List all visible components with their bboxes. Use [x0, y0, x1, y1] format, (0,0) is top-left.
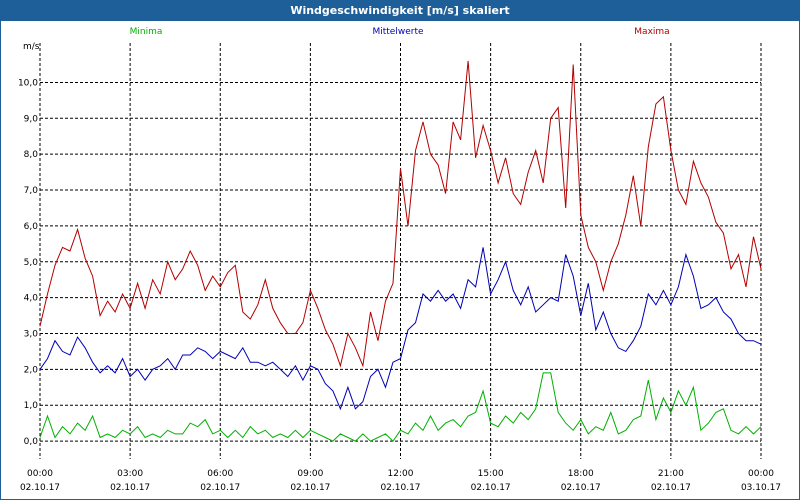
x-tick-time-label: 00:00: [748, 469, 774, 479]
window-title: Windgeschwindigkeit [m/s] skaliert: [1, 1, 799, 21]
y-tick-label: 2,0: [24, 365, 39, 375]
x-tick-date-label: 02.10.17: [380, 483, 420, 493]
x-tick-date-label: 02.10.17: [200, 483, 240, 493]
series-line-mittelwerte: [39, 247, 762, 411]
x-tick-date-label: 03.10.17: [741, 483, 781, 493]
series-group: [39, 60, 762, 442]
y-tick-label: 10,0: [18, 78, 38, 88]
series-line-maxima: [39, 60, 762, 368]
y-tick-label: 7,0: [24, 186, 39, 196]
legend-entry-minima: Minima: [130, 27, 163, 37]
y-axis-unit-label: m/s: [23, 42, 40, 52]
chart-svg: Minima Mittelwerte Maxima m/s 0,0 1,0 2,0 3,0…: [18, 27, 781, 493]
x-tick-date-label: 02.10.17: [471, 483, 511, 493]
x-tick-time-label: 00:00: [27, 469, 53, 479]
x-tick-date-label: 02.10.17: [20, 483, 60, 493]
legend: Minima Mittelwerte Maxima: [130, 27, 670, 37]
x-tick-date-label: 02.10.17: [561, 483, 601, 493]
legend-entry-maxima: Maxima: [634, 27, 669, 37]
x-tick-time-label: 18:00: [568, 469, 594, 479]
x-tick-time-label: 12:00: [388, 469, 414, 479]
y-tick-label: 9,0: [24, 114, 39, 124]
y-tick-label: 0,0: [24, 437, 39, 447]
x-tick-date-label: 02.10.17: [651, 483, 691, 493]
legend-entry-mittelwerte: Mittelwerte: [372, 27, 423, 37]
series-line-minima: [39, 372, 762, 442]
y-axis-ticks: 0,0 1,0 2,0 3,0 4,0 5,0 6,0 7,0 8,0 9,0 10,0: [18, 78, 38, 447]
x-tick-time-label: 06:00: [207, 469, 233, 479]
x-axis-ticks: 00:00 02.10.17 03:00 02.10.17 06:00 02.10.17 0…: [20, 469, 781, 493]
y-tick-label: 6,0: [24, 222, 39, 232]
y-tick-label: 3,0: [24, 329, 39, 339]
x-tick-time-label: 15:00: [478, 469, 504, 479]
x-tick-time-label: 09:00: [297, 469, 323, 479]
y-tick-label: 1,0: [24, 401, 39, 411]
x-tick-date-label: 02.10.17: [110, 483, 150, 493]
x-tick-time-label: 21:00: [658, 469, 684, 479]
y-tick-label: 4,0: [24, 294, 39, 304]
x-tick-date-label: 02.10.17: [290, 483, 330, 493]
grid-lines: [39, 43, 762, 459]
y-tick-label: 8,0: [24, 150, 39, 160]
y-tick-label: 5,0: [24, 258, 39, 268]
x-tick-time-label: 03:00: [117, 469, 143, 479]
